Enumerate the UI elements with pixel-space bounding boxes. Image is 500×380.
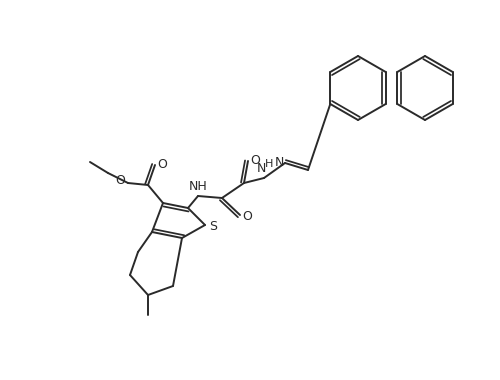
- Text: H: H: [265, 159, 273, 169]
- Text: O: O: [250, 155, 260, 168]
- Text: O: O: [242, 211, 252, 223]
- Text: NH: NH: [188, 179, 208, 193]
- Text: O: O: [157, 157, 167, 171]
- Text: N: N: [256, 163, 266, 176]
- Text: N: N: [274, 157, 283, 169]
- Text: S: S: [209, 220, 217, 233]
- Text: O: O: [115, 174, 125, 187]
